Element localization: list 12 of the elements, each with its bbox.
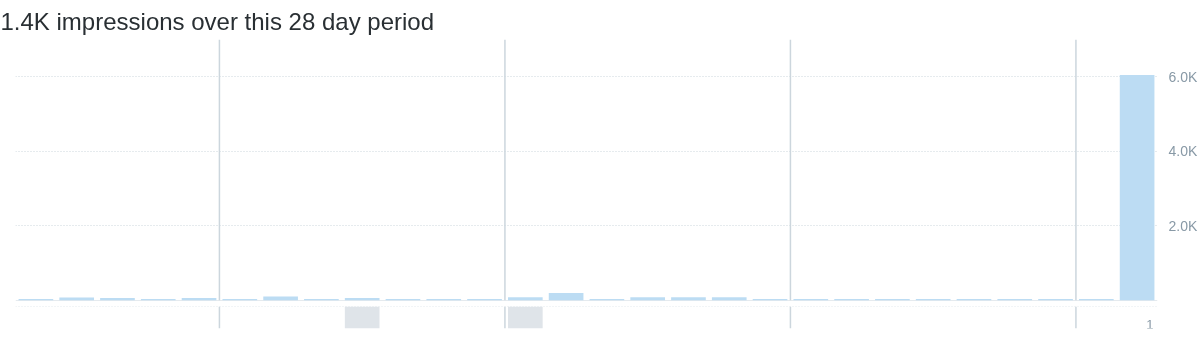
bar <box>507 297 543 301</box>
y-tick-label: 2.0K <box>1168 217 1198 234</box>
chart-title: 1.4K impressions over this 28 day period <box>0 7 435 35</box>
bar <box>671 297 706 301</box>
bar <box>1119 74 1155 301</box>
y-tick-label: 6.0K <box>1168 68 1198 85</box>
bar <box>263 296 298 301</box>
bar <box>630 297 666 301</box>
y-tick-label: 4.0K <box>1168 143 1198 160</box>
bar <box>548 293 584 301</box>
bar <box>711 297 747 301</box>
annotation: 1 <box>1146 316 1154 332</box>
